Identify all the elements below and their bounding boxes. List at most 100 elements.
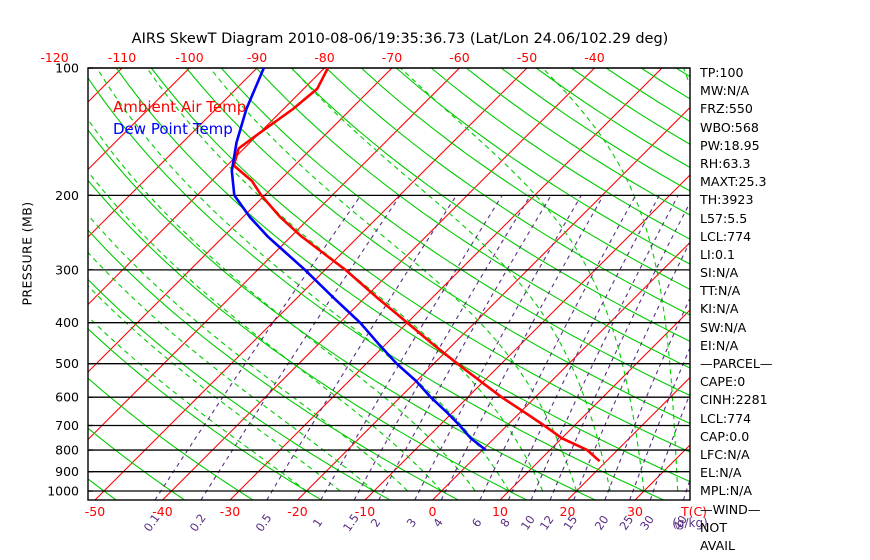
moist-adiabat-line: [146, 68, 544, 492]
moist-adiabat-line: [400, 68, 645, 492]
stat-line: MAXT:25.3: [700, 174, 767, 190]
dry-adiabat-line: [500, 68, 690, 192]
mixing-ratio-tick-label: 20: [592, 513, 612, 533]
bottom-temp-tick-label: -50: [85, 504, 105, 519]
top-temp-tick-label: -120: [40, 50, 68, 65]
isotherm-line: [162, 68, 595, 500]
mixing-ratio-line: [266, 194, 457, 500]
dry-adiabat-line: [395, 68, 690, 265]
mixing-ratio-line: [549, 201, 690, 500]
top-temp-tick-label: -80: [314, 50, 334, 65]
mixing-ratio-tick-label: 0.2: [187, 511, 209, 534]
stat-line: PW:18.95: [700, 137, 760, 153]
pressure-tick-label: 100: [55, 61, 79, 76]
stat-line: CINH:2281: [700, 392, 768, 408]
moist-adiabat-line: [291, 68, 611, 492]
top-temp-tick-label: -70: [382, 50, 402, 65]
dry-adiabat-line: [88, 427, 185, 500]
moist-adiabat-line: [88, 118, 476, 492]
isotherm-line: [432, 241, 690, 500]
pressure-tick-label: 1000: [47, 484, 79, 499]
pressure-tick-label: 200: [55, 188, 79, 203]
mixing-ratio-tick-label: 2: [368, 516, 384, 530]
temperature-curve: [232, 68, 601, 463]
mixing-ratio-tick-label: 1: [310, 516, 326, 530]
stat-line: —PARCEL—: [700, 356, 773, 371]
stat-line: LFC:N/A: [700, 446, 750, 462]
moist-adiabat-line: [88, 170, 442, 492]
isotherm-line: [88, 68, 460, 441]
isotherm-line: [88, 68, 393, 373]
bottom-temp-tick-label: 30: [627, 504, 643, 519]
dry-adiabat-line: [88, 327, 322, 500]
top-temp-tick-label: -110: [108, 50, 136, 65]
mixing-ratio-axis-label: (g/kg): [672, 516, 708, 530]
mixing-ratio-tick-label: 40: [670, 513, 690, 533]
stats-panel: TP:100 MW:N/A FRZ:550 WBO:568 PW:18.95 RH:63.…: [700, 64, 870, 555]
mixing-ratio-tick-label: 10: [518, 513, 538, 533]
stat-line: EL:N/A: [700, 465, 742, 481]
dry-adiabat-line: [360, 68, 690, 290]
pressure-tick-label: 900: [55, 464, 79, 479]
top-temp-tick-label: -40: [584, 50, 604, 65]
stat-line: MPL:N/A: [700, 483, 752, 499]
dry-adiabat-line: [88, 377, 254, 500]
top-temp-tick-label: -90: [247, 50, 267, 65]
dry-adiabat-line: [88, 179, 528, 500]
bottom-temp-tick-label: -20: [287, 504, 307, 519]
stat-line: WBO:568: [700, 119, 759, 135]
stat-line: TH:3923: [700, 192, 754, 208]
dry-adiabat-line: [88, 229, 459, 500]
legend-label-0: Ambient Air Temp: [113, 98, 246, 116]
mixing-ratio-line: [378, 195, 552, 500]
dry-adiabat-line: [88, 76, 664, 500]
pressure-tick-label: 300: [55, 262, 79, 277]
stat-line: EI:N/A: [700, 337, 739, 353]
mixing-ratio-line: [479, 195, 637, 500]
stat-line: FRZ:550: [700, 101, 753, 117]
top-temp-tick-label: -60: [449, 50, 469, 65]
stat-line: LI:0.1: [700, 246, 736, 262]
moist-adiabat-line: [88, 214, 409, 492]
stat-line: SW:N/A: [700, 319, 747, 335]
plot-frame: [87, 67, 691, 501]
bottom-temp-tick-label: -30: [220, 504, 240, 519]
stat-line: NOT: [700, 519, 728, 535]
pressure-tick-label: 500: [55, 356, 79, 371]
stat-line: LCL:774: [700, 410, 752, 426]
moist-adiabat-line: [542, 68, 679, 492]
page-title: AIRS SkewT Diagram 2010-08-06/19:35:36.7…: [131, 31, 669, 47]
isotherm-line: [499, 309, 690, 500]
dry-adiabat-line: [290, 68, 690, 342]
mixing-ratio-tick-label: 12: [537, 513, 557, 533]
mixing-ratio-line: [530, 195, 679, 500]
stat-line: KI:N/A: [700, 301, 739, 317]
stat-line: —WIND—: [700, 501, 761, 517]
dry-adiabat-line: [465, 68, 690, 216]
stat-line: TT:N/A: [700, 283, 741, 299]
moist-adiabat-line: [88, 285, 341, 492]
stat-line: MW:N/A: [700, 83, 750, 99]
bottom-temp-tick-label: 20: [560, 504, 576, 519]
stat-line: CAP:0.0: [700, 428, 750, 444]
bottom-temp-tick-label: -10: [355, 504, 375, 519]
pressure-tick-label: 800: [55, 443, 79, 458]
isotherm-line: [94, 68, 528, 500]
stat-line: AVAIL: [700, 537, 735, 553]
isotherm-line: [88, 68, 258, 238]
pressure-axis-label: PRESSURE (MB): [19, 201, 35, 306]
mixing-ratio-tick-label: 3: [404, 516, 420, 530]
isotherm-line: [297, 106, 690, 500]
stat-line: RH:63.3: [700, 155, 751, 171]
isotherm-line: [88, 68, 190, 171]
dry-adiabat-line: [150, 68, 690, 453]
top-temp-tick-label: -50: [517, 50, 537, 65]
mixing-ratio-line: [154, 194, 362, 500]
dry-adiabat-line: [255, 68, 690, 369]
dry-adiabat-line: [185, 68, 690, 425]
dry-adiabat-line: [430, 68, 690, 240]
mixing-ratio-tick-label: 30: [637, 513, 657, 533]
moist-adiabat-line: [96, 68, 510, 492]
